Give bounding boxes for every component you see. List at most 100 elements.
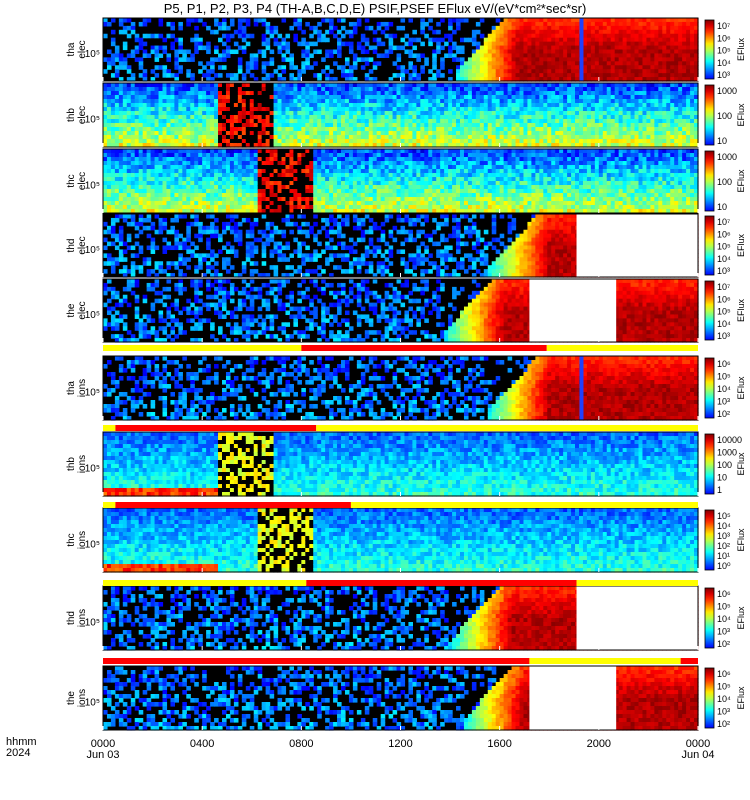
heatmap-cell [273,99,279,104]
heatmap-cell [297,99,302,104]
heatmap-cell [202,185,207,190]
heatmap-cell [150,131,156,136]
heatmap-cell [233,73,239,78]
heatmap-cell [225,123,231,128]
heatmap-cell [606,33,612,39]
heatmap-cell [678,131,683,136]
heatmap-cell [285,135,291,140]
heatmap-cell [598,107,604,112]
heatmap-cell [142,77,148,82]
heatmap-cell [146,197,152,202]
heatmap-cell [158,103,164,108]
heatmap-cell [325,161,330,166]
heatmap-cell [134,99,140,104]
heatmap-cell [281,95,287,100]
heatmap-cell [507,95,513,100]
colorbar-tick-label: 10⁵ [717,46,731,56]
heatmap-cell [150,153,156,158]
heatmap-cell [114,91,120,96]
heatmap-cell [237,143,243,148]
heatmap-cell [106,91,112,96]
heatmap-cell [662,69,667,74]
heatmap-cell [594,131,600,136]
heatmap-cell [618,25,624,31]
heatmap-cell [503,103,509,108]
heatmap-cell [134,201,140,206]
heatmap-cell [590,77,596,82]
heatmap-cell [249,205,255,210]
heatmap-cell [408,91,413,96]
heatmap-cell [261,83,267,88]
heatmap-cell [682,99,687,104]
heatmap-cell [602,25,608,31]
heatmap-cell [265,169,271,174]
heatmap-cell [182,173,187,178]
heatmap-cell [210,91,215,96]
heatmap-cell [253,123,259,128]
heatmap-cell [388,115,394,120]
heatmap-cell [432,61,437,66]
heatmap-cell [662,127,667,132]
heatmap-cell [463,107,469,112]
heatmap-cell [491,41,497,47]
heatmap-cell [158,197,164,202]
heatmap-cell [103,149,108,154]
heatmap-cell [491,143,497,148]
heatmap-cell [237,61,243,66]
heatmap-cell [690,143,695,148]
heatmap-cell [138,169,144,174]
heatmap-cell [666,123,671,128]
heatmap-cell [543,95,548,100]
heatmap-cell [356,165,362,170]
heatmap-cell [344,157,350,162]
heatmap-cell [333,193,338,198]
heatmap-cell [269,173,275,178]
heatmap-cell [543,107,548,112]
heatmap-cell [206,149,211,154]
heatmap-cell [118,91,124,96]
heatmap-cell [606,127,612,132]
heatmap-cell [543,37,548,43]
heatmap-cell [467,107,473,112]
heatmap-cell [154,185,160,190]
heatmap-cell [329,161,334,166]
heatmap-cell [150,123,156,128]
heatmap-cell [384,21,390,27]
heatmap-cell [567,119,572,124]
heatmap-cell [555,127,560,132]
heatmap-cell [317,149,322,154]
heatmap-cell [479,33,485,39]
heatmap-cell [241,157,247,162]
heatmap-cell [170,157,175,162]
heatmap-cell [202,169,207,174]
heatmap-cell [142,153,148,158]
heatmap-cell [380,143,386,148]
heatmap-cell [400,69,406,74]
heatmap-cell [412,87,417,92]
heatmap-cell [297,197,302,202]
heatmap-cell [273,69,279,74]
heatmap-cell [384,123,390,128]
heatmap-cell [594,45,600,51]
heatmap-cell [245,107,251,112]
heatmap-cell [535,61,540,66]
heatmap-cell [551,73,556,78]
heatmap-cell [281,149,287,154]
heatmap-cell [630,135,636,140]
heatmap-cell [253,107,259,112]
heatmap-cell [253,135,259,140]
heatmap-cell [412,53,417,58]
heatmap-cell [225,169,231,174]
heatmap-cell [162,169,168,174]
heatmap-cell [277,161,283,166]
heatmap-cell [475,29,481,35]
heatmap-cell [103,139,108,144]
heatmap-cell [206,99,211,104]
heatmap-cell [678,49,683,55]
heatmap-cell [543,135,548,140]
heatmap-cell [380,127,386,132]
heatmap-cell [210,181,215,186]
heatmap-cell [662,45,667,51]
heatmap-cell [678,77,683,82]
heatmap-cell [214,99,219,104]
